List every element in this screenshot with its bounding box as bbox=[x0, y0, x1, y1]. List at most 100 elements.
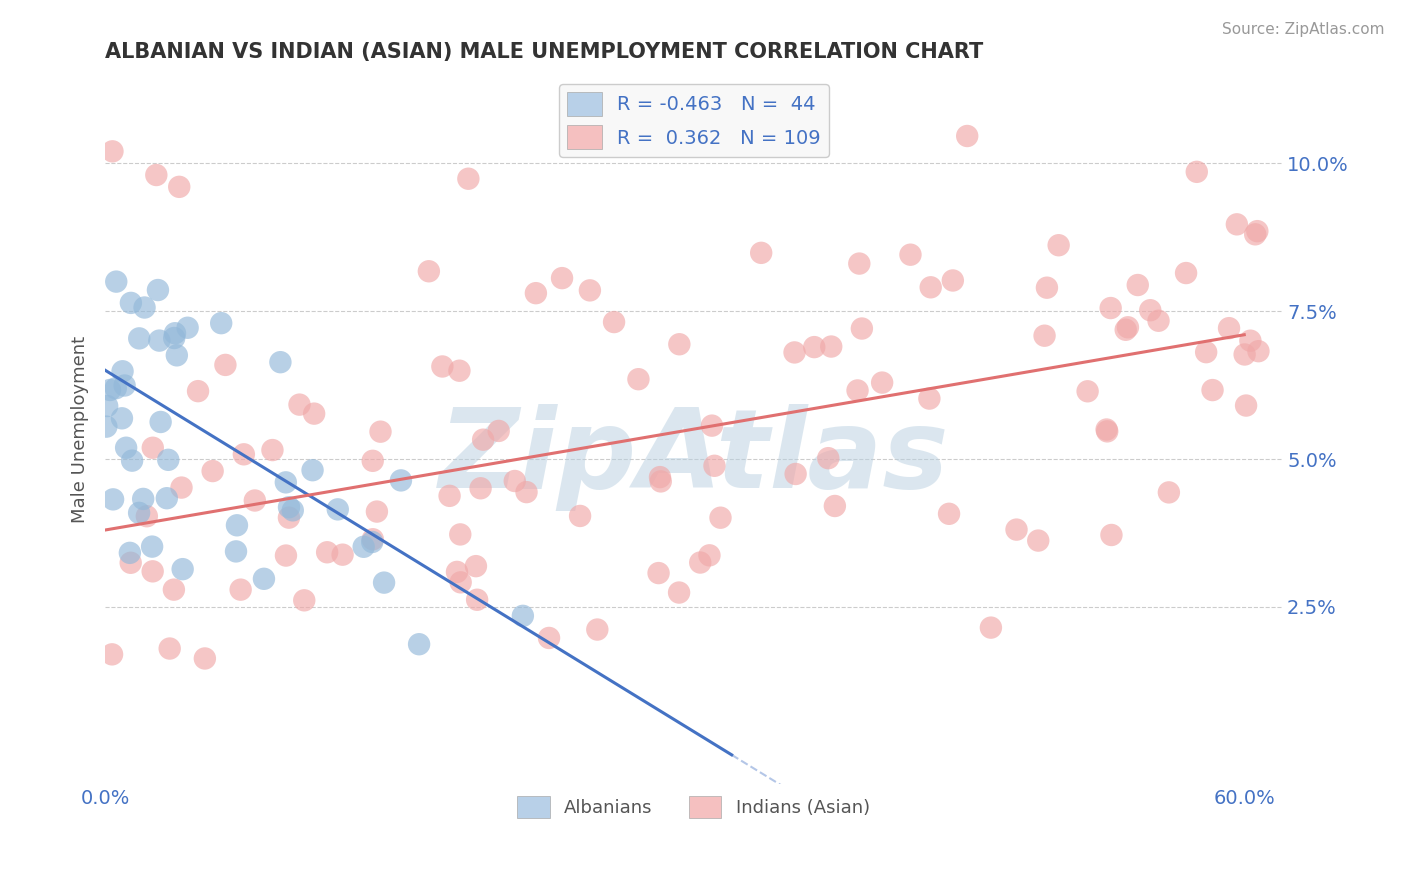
Point bbox=[956, 128, 979, 143]
Point bbox=[194, 651, 217, 665]
Point bbox=[146, 283, 169, 297]
Legend: Albanians, Indians (Asian): Albanians, Indians (Asian) bbox=[510, 789, 877, 825]
Y-axis label: Male Unemployment: Male Unemployment bbox=[72, 336, 89, 523]
Point bbox=[225, 544, 247, 558]
Point bbox=[301, 463, 323, 477]
Point bbox=[1126, 278, 1149, 293]
Point bbox=[512, 608, 534, 623]
Point bbox=[1077, 384, 1099, 399]
Point bbox=[366, 505, 388, 519]
Point bbox=[141, 540, 163, 554]
Text: Source: ZipAtlas.com: Source: ZipAtlas.com bbox=[1222, 22, 1385, 37]
Point bbox=[450, 575, 472, 590]
Point bbox=[134, 301, 156, 315]
Point bbox=[488, 424, 510, 438]
Point bbox=[163, 326, 186, 341]
Point bbox=[465, 592, 488, 607]
Point bbox=[176, 320, 198, 334]
Point bbox=[292, 593, 315, 607]
Point bbox=[1185, 165, 1208, 179]
Point bbox=[101, 492, 124, 507]
Point bbox=[121, 453, 143, 467]
Point bbox=[942, 273, 965, 287]
Point bbox=[980, 621, 1002, 635]
Point bbox=[1234, 399, 1257, 413]
Point bbox=[524, 286, 547, 301]
Point bbox=[668, 585, 690, 599]
Point bbox=[1147, 314, 1170, 328]
Point bbox=[803, 340, 825, 354]
Point bbox=[326, 502, 349, 516]
Point bbox=[1026, 533, 1049, 548]
Point bbox=[920, 280, 942, 294]
Point bbox=[918, 392, 941, 406]
Point bbox=[1139, 303, 1161, 318]
Point bbox=[274, 549, 297, 563]
Point bbox=[277, 510, 299, 524]
Point bbox=[332, 548, 354, 562]
Point bbox=[172, 562, 194, 576]
Point bbox=[111, 411, 134, 425]
Point bbox=[149, 415, 172, 429]
Point bbox=[1115, 323, 1137, 337]
Point bbox=[1247, 344, 1270, 359]
Point bbox=[1233, 347, 1256, 361]
Point bbox=[389, 474, 412, 488]
Point bbox=[1005, 523, 1028, 537]
Point bbox=[851, 321, 873, 335]
Point bbox=[446, 565, 468, 579]
Point bbox=[243, 493, 266, 508]
Point bbox=[145, 168, 167, 182]
Point bbox=[749, 245, 772, 260]
Point bbox=[163, 331, 186, 345]
Point bbox=[449, 364, 471, 378]
Point bbox=[142, 565, 165, 579]
Point bbox=[101, 145, 124, 159]
Point bbox=[537, 631, 560, 645]
Point bbox=[170, 481, 193, 495]
Point bbox=[439, 489, 461, 503]
Point bbox=[647, 566, 669, 580]
Point bbox=[157, 452, 180, 467]
Point bbox=[1201, 383, 1223, 397]
Point bbox=[148, 334, 170, 348]
Point bbox=[1246, 224, 1268, 238]
Point bbox=[288, 398, 311, 412]
Point bbox=[166, 348, 188, 362]
Point bbox=[668, 337, 690, 351]
Point bbox=[214, 358, 236, 372]
Point bbox=[579, 284, 602, 298]
Point bbox=[232, 447, 254, 461]
Point bbox=[449, 527, 471, 541]
Point bbox=[820, 340, 842, 354]
Point bbox=[361, 454, 384, 468]
Point bbox=[938, 507, 960, 521]
Point bbox=[128, 331, 150, 345]
Point bbox=[785, 467, 807, 481]
Point bbox=[114, 378, 136, 392]
Point bbox=[603, 315, 626, 329]
Point bbox=[824, 499, 846, 513]
Point bbox=[848, 256, 870, 270]
Point bbox=[159, 641, 181, 656]
Point bbox=[132, 491, 155, 506]
Point bbox=[432, 359, 454, 374]
Point bbox=[353, 540, 375, 554]
Point bbox=[648, 470, 671, 484]
Point bbox=[1095, 423, 1118, 437]
Point bbox=[370, 425, 392, 439]
Point bbox=[699, 549, 721, 563]
Point bbox=[373, 575, 395, 590]
Point bbox=[361, 533, 384, 547]
Point bbox=[167, 179, 190, 194]
Point bbox=[1175, 266, 1198, 280]
Point bbox=[408, 637, 430, 651]
Point bbox=[226, 518, 249, 533]
Point bbox=[783, 345, 806, 359]
Point bbox=[703, 458, 725, 473]
Point bbox=[709, 510, 731, 524]
Point bbox=[269, 355, 291, 369]
Point bbox=[135, 509, 157, 524]
Point bbox=[361, 535, 384, 549]
Point bbox=[253, 572, 276, 586]
